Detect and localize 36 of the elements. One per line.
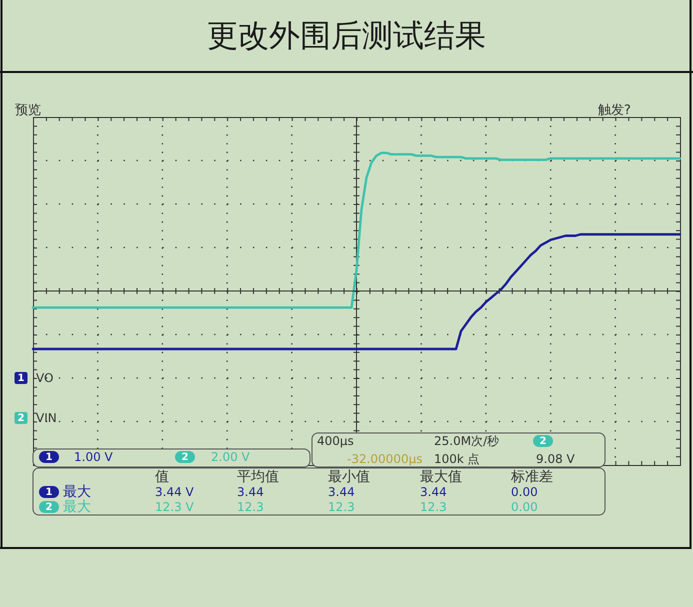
text: 3.44 — [328, 485, 355, 499]
text: 1 — [46, 452, 53, 463]
chart-title: 更改外围后测试结果 — [207, 18, 486, 53]
text: 2 — [46, 502, 53, 513]
legend-label: VO — [36, 371, 54, 385]
text: 触发? — [598, 103, 631, 118]
legend-label: VIN — [36, 411, 57, 425]
text: 最大 — [63, 484, 91, 500]
text: 值 — [155, 469, 169, 485]
text: 9.08 V — [536, 452, 576, 466]
text: 0.00 — [511, 485, 538, 499]
text: 2.00 V — [211, 450, 251, 464]
text: 平均值 — [237, 469, 279, 485]
text: 25.0M次/秒 — [434, 434, 500, 448]
text: 12.3 — [420, 500, 447, 514]
text: 12.3 V — [155, 500, 195, 514]
text: 3.44 — [420, 485, 447, 499]
text: 1.00 V — [74, 450, 114, 464]
text: 3.44 — [237, 485, 264, 499]
text: 最小值 — [328, 469, 370, 485]
text: 最大 — [63, 499, 91, 515]
text: 2 — [540, 436, 547, 447]
text: 1 — [46, 487, 53, 498]
text: -32.00000µs — [347, 452, 422, 466]
text: 预览 — [15, 103, 41, 118]
text: 100k 点 — [434, 452, 480, 466]
text: 12.3 — [237, 500, 264, 514]
text: 3.44 V — [155, 485, 195, 499]
text: 400µs — [317, 434, 354, 448]
text: 2 — [182, 452, 189, 463]
text: 0.00 — [511, 500, 538, 514]
text: 12.3 — [328, 500, 355, 514]
text: 最大值 — [420, 469, 462, 485]
text: 1 — [18, 373, 25, 384]
text: 2 — [18, 413, 25, 424]
text: 标准差 — [510, 469, 553, 485]
